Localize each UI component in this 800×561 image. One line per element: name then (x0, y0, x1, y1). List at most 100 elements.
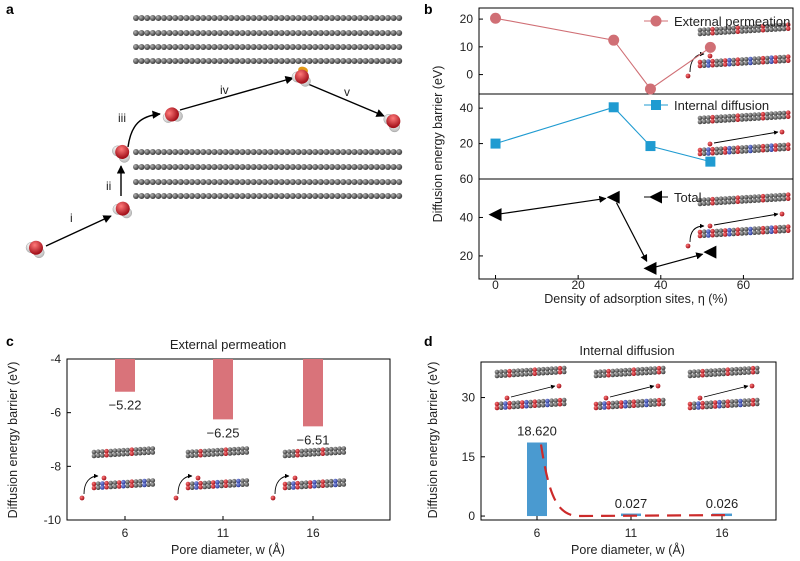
carbon-atom (301, 58, 307, 64)
carbon-atom (228, 164, 235, 170)
carbon-atom (177, 193, 184, 199)
inset-atom (561, 401, 567, 407)
inset-atom (112, 484, 118, 490)
carbon-atom (323, 44, 330, 50)
carbon-atom (211, 179, 218, 185)
inset-atom (206, 480, 212, 486)
inset-atom (593, 369, 599, 375)
carbon-atom (211, 44, 218, 50)
carbon-atom (306, 179, 313, 185)
inset-atom (706, 151, 711, 156)
carbon-atom (278, 15, 285, 21)
inset-atom (773, 115, 778, 120)
inset-atom (593, 373, 599, 379)
inset-atom (760, 197, 766, 203)
inset-atom (597, 369, 603, 375)
inset-atom (714, 114, 720, 120)
inset-arrow (703, 384, 749, 398)
inset-atom (773, 147, 778, 152)
water-molecule (291, 66, 311, 87)
inset-atom (91, 485, 97, 491)
inset-atom (742, 370, 747, 376)
carbon-atom (396, 15, 403, 21)
carbon-atom (144, 30, 151, 36)
carbon-atom (379, 149, 386, 155)
inset-atom (324, 483, 330, 488)
inset-atom (710, 228, 715, 234)
inset-atom (785, 224, 791, 229)
inset-atom (656, 369, 662, 375)
bar (213, 359, 233, 420)
inset-atom (223, 479, 229, 485)
inset-atom (627, 403, 632, 409)
inset-atom (231, 482, 237, 488)
carbon-atom (368, 30, 375, 36)
inset-atom (727, 25, 732, 31)
carbon-atom (340, 179, 347, 185)
inset-atom (706, 197, 711, 202)
inset-atom (701, 27, 707, 32)
inset-atom (729, 367, 735, 372)
inset-atom (727, 29, 732, 35)
carbon-atom (144, 15, 151, 21)
inset-atom (503, 405, 508, 410)
carbon-atom (267, 193, 274, 199)
inset-atom (701, 201, 707, 206)
inset-atom (735, 195, 741, 200)
carbon-atom (161, 193, 167, 199)
carbon-atom (289, 164, 296, 170)
carbon-atom (250, 58, 257, 64)
inset-layer (185, 478, 250, 487)
inset-atom (307, 480, 313, 485)
carbon-atom (200, 15, 207, 21)
inset-atom (532, 399, 538, 405)
legend-label: Total (674, 190, 702, 205)
carbon-atom (217, 149, 223, 155)
inset-atom (519, 372, 525, 377)
inset-atom (618, 400, 624, 405)
water-molecule (383, 114, 401, 133)
inset-atom (108, 480, 114, 486)
inset-atom (714, 62, 720, 68)
carbon-atom (373, 58, 380, 64)
inset-atom (631, 367, 637, 373)
bar-value-label: −5.22 (109, 398, 142, 413)
carbon-atom (368, 164, 375, 170)
inset-atom (189, 485, 195, 491)
inset-atom (735, 61, 741, 66)
inset-atom (198, 484, 203, 490)
carbon-atom (267, 30, 274, 36)
carbon-atom (205, 58, 212, 64)
inset-atom (701, 119, 707, 124)
inset-structure (685, 192, 791, 249)
inset-water (556, 383, 562, 389)
inset-atom (731, 149, 736, 155)
carbon-atom (284, 44, 291, 50)
carbon-atom (228, 15, 235, 21)
series-line (656, 252, 704, 268)
inset-atom (116, 452, 122, 457)
carbon-atom (301, 44, 307, 50)
inset-atom (748, 230, 753, 236)
carbon-atom (177, 149, 184, 155)
carbon-atom (267, 179, 274, 185)
carbon-atom (256, 58, 263, 64)
inset-atom (754, 365, 760, 371)
inset-atom (545, 366, 550, 372)
inset-water (292, 475, 298, 481)
inset-atom (760, 193, 766, 199)
carbon-atom (351, 30, 358, 36)
inset-atom (712, 404, 718, 409)
carbon-atom (273, 30, 279, 36)
inset-atom (750, 397, 756, 403)
inset-atom (320, 451, 326, 457)
carbon-atom (144, 149, 151, 155)
water-molecule (162, 107, 183, 123)
inset-atom (700, 372, 705, 378)
x-tick-label-c: 6 (122, 526, 129, 540)
carbon-atom (357, 164, 363, 170)
inset-atom (618, 368, 624, 373)
inset-layer (697, 146, 791, 157)
carbon-atom (149, 30, 156, 36)
inset-atom (773, 197, 778, 202)
